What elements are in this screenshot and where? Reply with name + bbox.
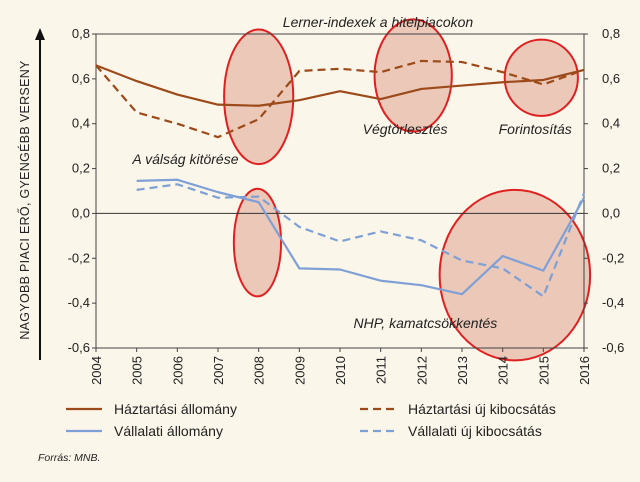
annotation-1: Végtörlesztés	[363, 121, 448, 137]
ytick-right-label: 0,8	[602, 26, 620, 41]
series-line-1	[95, 59, 585, 139]
series-line-0	[95, 64, 585, 107]
ytick-left-label: 0,0	[72, 205, 90, 220]
legend-label-2: Vállalati állomány	[114, 423, 223, 439]
xtick-label: 2004	[89, 356, 104, 385]
ytick-left-label: 0,8	[72, 26, 90, 41]
series-line-3	[136, 183, 586, 298]
chart-texts: 0,8 0,8 0,6 0,6 0,4 0,4 0,2 0,2 0,0 0,0 -0,2 -0,2 -0…	[17, 14, 624, 464]
xtick-label: 2007	[211, 356, 226, 385]
ytick-right-label: 0,6	[602, 71, 620, 86]
highlight-circles	[223, 18, 592, 362]
axes	[35, 28, 588, 360]
y-axis-label: NAGYOBB PIACI ERŐ, GYENGÉBB VERSENY	[17, 60, 32, 340]
ytick-right-label: -0,6	[602, 340, 624, 355]
xtick-label: 2015	[536, 356, 551, 385]
series-lines	[95, 59, 586, 298]
chart-title: Lerner-indexek a hitelpiacokon	[283, 14, 474, 30]
legend: Háztartási állomány Háztartási új kibocsá…	[66, 401, 556, 439]
annotation-0: A válság kitörése	[131, 151, 238, 167]
xtick-label: 2010	[333, 356, 348, 385]
ytick-left-label: -0,4	[68, 295, 90, 310]
ytick-right-label: -0,4	[602, 295, 624, 310]
annotation-3: NHP, kamatcsökkentés	[354, 315, 498, 331]
ytick-right-label: 0,4	[602, 116, 620, 131]
annotation-2: Forintosítás	[499, 121, 572, 137]
ytick-left-label: -0,6	[68, 340, 90, 355]
xtick-label: 2005	[130, 356, 145, 385]
xtick-label: 2008	[252, 356, 267, 385]
xtick-label: 2006	[170, 356, 185, 385]
xtick-label: 2013	[455, 356, 470, 385]
highlight-circle-0	[223, 28, 295, 166]
ytick-left-label: 0,2	[72, 161, 90, 176]
ytick-right-label: -0,2	[602, 250, 624, 265]
xtick-label: 2011	[374, 356, 389, 384]
y-axis-arrow-head	[35, 28, 45, 40]
legend-label-1: Háztartási új kibocsátás	[408, 401, 556, 417]
ytick-right-label: 0,0	[602, 205, 620, 220]
highlight-circle-1	[373, 18, 453, 133]
source-note: Forrás: MNB.	[38, 452, 100, 464]
xtick-label: 2014	[496, 356, 511, 385]
xtick-label: 2012	[414, 356, 429, 385]
ytick-left-label: 0,4	[72, 116, 90, 131]
ytick-left-label: -0,2	[68, 250, 90, 265]
highlight-circle-4	[438, 188, 592, 362]
legend-label-3: Vállalati új kibocsátás	[408, 423, 542, 439]
series-line-2	[136, 178, 585, 296]
ytick-left-label: 0,6	[72, 71, 90, 86]
highlight-circle-2	[503, 38, 579, 117]
xtick-label: 2009	[292, 356, 307, 385]
legend-label-0: Háztartási állomány	[114, 401, 237, 417]
ytick-right-label: 0,2	[602, 161, 620, 176]
xtick-label: 2016	[577, 356, 592, 385]
highlight-circle-3	[232, 187, 283, 298]
